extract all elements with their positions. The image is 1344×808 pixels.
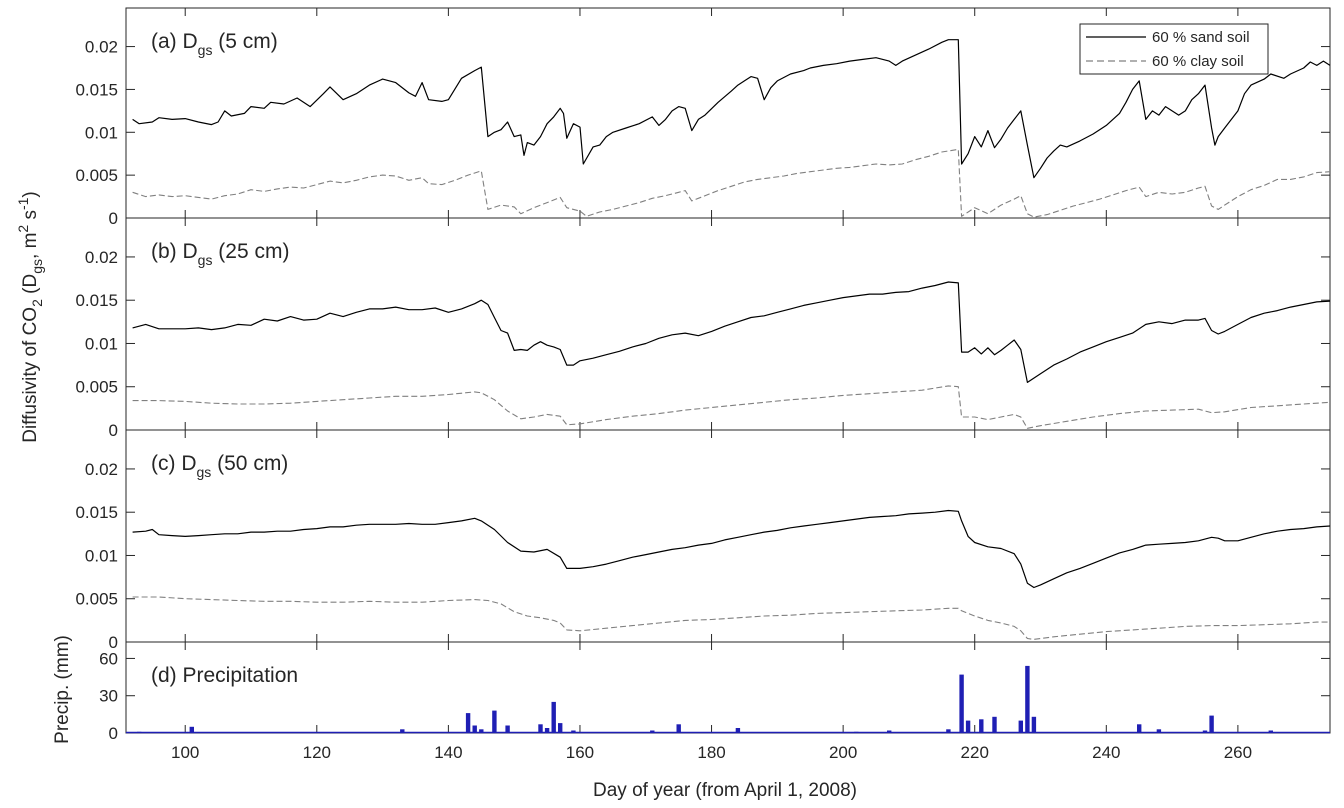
panel-b-ytick-label: 0.005 bbox=[75, 378, 118, 397]
panel-a-ytick-label: 0.02 bbox=[85, 38, 118, 57]
panel-a-sand-line bbox=[132, 39, 1331, 179]
panel-c-ytick-label: 0 bbox=[109, 633, 118, 652]
panel-b-ytick-label: 0.015 bbox=[75, 291, 118, 310]
legend-sand-label: 60 % sand soil bbox=[1152, 29, 1250, 46]
panel-b-ytick-label: 0.01 bbox=[85, 334, 118, 353]
panel-b-ytick-label: 0 bbox=[109, 421, 118, 440]
panel-c-frame bbox=[125, 429, 1331, 643]
x-tick-label: 200 bbox=[829, 743, 857, 762]
x-tick-label: 220 bbox=[961, 743, 989, 762]
precip-bar bbox=[1018, 720, 1023, 733]
legend-clay-label: 60 % clay soil bbox=[1152, 53, 1244, 70]
x-tick-label: 160 bbox=[566, 743, 594, 762]
precip-y-axis-label: Precip. (mm) bbox=[52, 635, 73, 744]
x-tick-label: 140 bbox=[434, 743, 462, 762]
precip-bar bbox=[400, 729, 405, 733]
panel-d-ytick-label: 0 bbox=[109, 724, 118, 743]
panel-d-frame bbox=[125, 641, 1331, 734]
precip-bar bbox=[676, 724, 681, 733]
precip-bar bbox=[137, 731, 142, 733]
legend-box bbox=[1079, 23, 1269, 75]
precip-bar bbox=[571, 730, 576, 733]
precip-bar bbox=[1209, 715, 1214, 733]
panel-b-clay-line bbox=[132, 385, 1331, 429]
x-axis-label: Day of year (from April 1, 2008) bbox=[593, 780, 857, 801]
panel-c-sand-line bbox=[132, 509, 1331, 589]
precip-bar bbox=[1156, 729, 1162, 733]
precip-bar bbox=[946, 729, 951, 733]
precip-bar bbox=[887, 730, 892, 733]
precip-bar bbox=[479, 729, 484, 733]
precip-bar bbox=[1268, 730, 1273, 733]
precip-bar bbox=[465, 713, 471, 733]
precip-bar bbox=[189, 726, 194, 733]
panel-b-ytick-label: 0.02 bbox=[85, 248, 118, 267]
panel-c-ytick-label: 0.02 bbox=[85, 460, 118, 479]
legend: 60 % sand soil 60 % clay soil bbox=[1079, 23, 1269, 75]
precip-bar bbox=[979, 719, 984, 733]
x-tick-label: 260 bbox=[1224, 743, 1252, 762]
panel-a-title: (a) Dgs (5 cm) bbox=[151, 30, 278, 58]
panel-d-title: (d) Precipitation bbox=[151, 664, 298, 687]
precip-bar bbox=[735, 728, 741, 733]
precip-bar bbox=[650, 730, 655, 733]
panel-d-ytick-label: 30 bbox=[99, 687, 118, 706]
precip-bar bbox=[472, 725, 477, 733]
panel-b-title: (b) Dgs (25 cm) bbox=[151, 240, 289, 268]
x-tick-label: 240 bbox=[1092, 743, 1120, 762]
x-tick-label: 180 bbox=[697, 743, 725, 762]
panel-b-sand-line bbox=[132, 281, 1331, 383]
panel-a-ytick-label: 0.005 bbox=[75, 166, 118, 185]
precip-bar bbox=[1031, 716, 1037, 733]
panel-c-ytick-label: 0.005 bbox=[75, 590, 118, 609]
x-tick-label: 120 bbox=[303, 743, 331, 762]
panel-a-ytick-label: 0.015 bbox=[75, 80, 118, 99]
precip-bar bbox=[551, 701, 556, 733]
panels-layer: 0 0.005 0.01 0.015 0.02 (a) Dgs (5 cm) 0 0.005 0… bbox=[52, 7, 1331, 762]
precip-bar bbox=[1137, 724, 1142, 733]
precip-bar bbox=[854, 731, 859, 733]
precip-bar bbox=[544, 728, 550, 733]
precip-bar bbox=[1202, 730, 1208, 733]
precip-bar bbox=[965, 720, 971, 733]
panel-a-ytick-label: 0.01 bbox=[85, 123, 118, 142]
precip-bar bbox=[992, 716, 997, 733]
precip-bar bbox=[1025, 665, 1030, 733]
panel-d-ytick-label: 60 bbox=[99, 649, 118, 668]
panel-c-title: (c) Dgs (50 cm) bbox=[151, 452, 288, 480]
precip-bar bbox=[558, 723, 563, 733]
panel-c-clay-line bbox=[132, 596, 1330, 640]
panel-c-ytick-label: 0.01 bbox=[85, 546, 118, 565]
x-tick-label: 100 bbox=[171, 743, 199, 762]
precip-bar bbox=[505, 725, 510, 733]
panel-a-ytick-label: 0 bbox=[109, 209, 118, 228]
y-axis-label: Diffusivity of CO2 (Dgs, m2 s-1) bbox=[15, 191, 45, 443]
precip-bar bbox=[959, 674, 964, 733]
panel-c-ytick-label: 0.015 bbox=[75, 503, 118, 522]
precip-bar bbox=[538, 724, 543, 733]
precip-bar bbox=[492, 710, 497, 733]
panel-a-clay-line bbox=[132, 148, 1331, 218]
